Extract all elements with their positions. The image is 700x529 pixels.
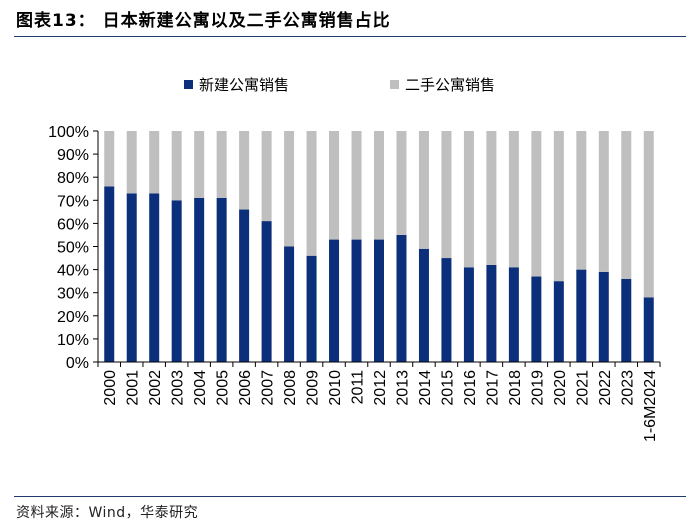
x-tick-label: 2018: [507, 370, 524, 406]
x-tick-label: 2023: [619, 370, 636, 406]
bar-new-2003: [171, 200, 182, 362]
title-divider: [14, 36, 686, 37]
bar-used-2019: [531, 131, 542, 277]
bar-new-2011: [351, 239, 362, 362]
bar-used-2000: [104, 131, 115, 187]
bar-new-2012: [374, 239, 384, 362]
y-tick-label: 0%: [66, 355, 89, 372]
bars: [104, 131, 654, 362]
x-axis: 2000 2001 2002 2003 2004 2005 2006 2007 2008 2009…: [97, 361, 661, 442]
bar-used-2013: [396, 131, 407, 235]
x-tick-label: 2016: [462, 370, 479, 406]
chart-title: 图表13： 日本新建公寓以及二手公寓销售占比: [16, 11, 391, 31]
y-tick-label: 100%: [48, 124, 89, 141]
y-tick-label: 60%: [57, 216, 89, 233]
x-tick-label: 2017: [484, 370, 501, 406]
legend-swatch: [184, 80, 193, 89]
bar-new-2016: [463, 267, 474, 362]
bar-used-2022: [598, 131, 609, 272]
footer-divider: [14, 496, 686, 497]
bar-used-2003: [171, 131, 182, 201]
bar-new-2002: [149, 193, 160, 362]
bar-new-2007: [261, 221, 272, 362]
bar-new-2004: [194, 197, 205, 362]
stacked-bar-chart: 新建公寓销售 二手公寓销售 0% 10% 20% 30% 40% 50% 60% 70% 80% 9…: [48, 76, 661, 442]
x-tick-label: 2013: [394, 370, 411, 406]
y-tick-label: 50%: [57, 240, 89, 257]
legend-label: 新建公寓销售: [199, 76, 289, 94]
x-tick-label: 2015: [439, 370, 456, 406]
y-tick-label: 40%: [57, 263, 89, 280]
bar-new-2005: [216, 197, 227, 362]
bar-used-2020: [553, 131, 564, 282]
bar-new-2015: [441, 258, 452, 362]
bar-used-2005: [216, 131, 227, 198]
legend-swatch: [390, 80, 399, 89]
y-tick-label: 10%: [57, 332, 89, 349]
x-tick-label: 2008: [282, 370, 299, 406]
bar-used-2021: [576, 131, 587, 270]
bar-new-2008: [284, 246, 295, 362]
source-note: 资料来源：Wind，华泰研究: [16, 505, 199, 521]
y-tick-label: 70%: [57, 193, 89, 210]
bar-new-2019: [531, 276, 542, 362]
x-tick-label: 2012: [372, 370, 389, 406]
bar-new-2023: [621, 278, 632, 362]
bar-used-1-6M2024: [643, 131, 654, 298]
bar-new-1-6M2024: [643, 297, 654, 362]
x-tick-label: 2014: [417, 370, 434, 406]
x-tick-label: 2007: [260, 370, 277, 406]
legend: 新建公寓销售 二手公寓销售: [184, 76, 495, 94]
bar-used-2018: [508, 131, 519, 268]
bar-new-2000: [104, 186, 115, 362]
x-tick-label: 2022: [597, 370, 614, 406]
bar-new-2009: [306, 255, 317, 362]
x-tick-label: 2020: [552, 370, 569, 406]
x-tick-label: 2002: [147, 370, 164, 406]
y-axis: 0% 10% 20% 30% 40% 50% 60% 70% 80% 90% 100%: [48, 124, 99, 372]
bar-used-2001: [126, 131, 137, 194]
bar-used-2014: [418, 131, 429, 249]
bar-used-2002: [149, 131, 160, 194]
x-tick-label: 2003: [170, 370, 187, 406]
x-tick-label: 2011: [350, 370, 367, 405]
bar-new-2001: [126, 193, 137, 362]
x-tick-label: 2005: [215, 370, 232, 406]
x-tick-label: 2009: [305, 370, 322, 406]
bar-used-2010: [329, 131, 340, 240]
x-tick-label: 2001: [125, 370, 142, 406]
y-tick-label: 80%: [57, 170, 89, 187]
bar-new-2022: [598, 271, 609, 362]
y-tick-label: 30%: [57, 286, 89, 303]
bar-new-2010: [329, 239, 340, 362]
bar-new-2020: [553, 281, 564, 362]
x-tick-label: 2000: [102, 370, 119, 406]
bar-used-2009: [306, 131, 317, 256]
x-tick-label: 2006: [237, 370, 254, 406]
x-tick-label: 1-6M2024: [642, 370, 659, 442]
bar-new-2006: [239, 209, 250, 362]
y-tick-label: 90%: [57, 147, 89, 164]
bar-used-2015: [441, 131, 452, 259]
x-tick-label: 2021: [574, 370, 591, 406]
bar-used-2017: [486, 131, 497, 265]
legend-label: 二手公寓销售: [405, 76, 495, 94]
bar-used-2008: [284, 131, 295, 247]
bar-used-2007: [261, 131, 272, 222]
bar-new-2014: [418, 248, 429, 362]
bar-used-2011: [351, 131, 362, 240]
bar-new-2018: [508, 267, 519, 362]
bar-used-2006: [239, 131, 250, 210]
bar-used-2012: [374, 131, 384, 240]
bar-used-2016: [463, 131, 474, 268]
bar-new-2021: [576, 269, 587, 362]
bar-new-2017: [486, 264, 497, 362]
bar-used-2004: [194, 131, 205, 198]
x-tick-label: 2019: [529, 370, 546, 406]
bar-used-2023: [621, 131, 632, 279]
y-tick-label: 20%: [57, 309, 89, 326]
x-tick-label: 2004: [192, 370, 209, 406]
bar-new-2013: [396, 234, 407, 362]
x-tick-label: 2010: [327, 370, 344, 406]
